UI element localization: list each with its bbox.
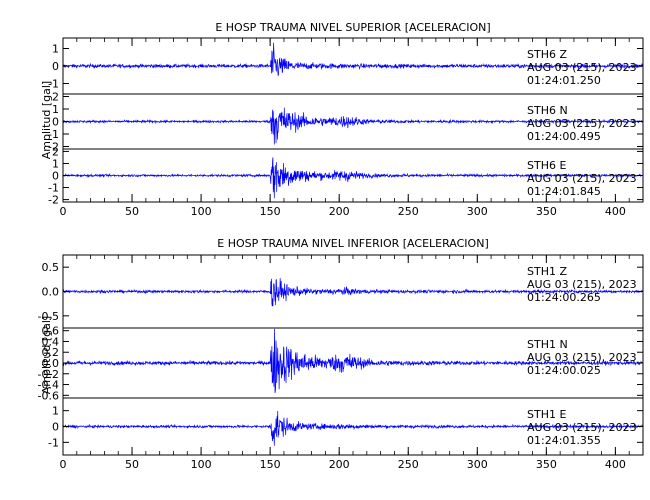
- y-tick-label: -1: [48, 128, 59, 141]
- x-tick-label: 0: [60, 458, 67, 471]
- station-label: STH6 E: [527, 159, 566, 172]
- station-label: STH1 E: [527, 408, 566, 421]
- y-tick-label: 0.5: [42, 261, 60, 274]
- x-tick-label: 0: [60, 205, 67, 218]
- y-tick-label: 0.4: [42, 335, 60, 348]
- y-tick-label: 0.6: [42, 325, 60, 338]
- station-label: STH1 N: [527, 338, 568, 351]
- y-tick-label: 1: [52, 157, 59, 170]
- x-tick-label: 200: [329, 458, 350, 471]
- y-tick-label: 0.0: [42, 286, 60, 299]
- x-tick-label: 350: [536, 205, 557, 218]
- x-tick-label: 350: [536, 458, 557, 471]
- x-tick-label: 100: [191, 458, 212, 471]
- y-axis-label: Amplitud [gal]: [40, 316, 53, 394]
- x-tick-label: 400: [605, 458, 626, 471]
- x-tick-label: 300: [467, 458, 488, 471]
- x-tick-label: 50: [125, 205, 139, 218]
- y-tick-label: -1: [48, 78, 59, 91]
- x-tick-label: 100: [191, 205, 212, 218]
- y-tick-label: 0: [52, 170, 59, 183]
- chart-title: E HOSP TRAUMA NIVEL INFERIOR [ACELERACIO…: [217, 237, 488, 250]
- y-tick-label: -0.4: [38, 379, 59, 392]
- chart-title: E HOSP TRAUMA NIVEL SUPERIOR [ACELERACIO…: [215, 21, 490, 34]
- y-tick-label: -0.5: [38, 310, 59, 323]
- trace-sth1-e: [62, 411, 644, 446]
- y-tick-label: -1: [48, 436, 59, 449]
- y-tick-label: 0: [52, 60, 59, 73]
- time-label: 01:24:00.495: [527, 130, 601, 143]
- y-tick-label: -2: [48, 141, 59, 154]
- trace-sth1-z: [62, 278, 644, 307]
- trace-sth6-e: [62, 157, 644, 199]
- x-tick-label: 300: [467, 205, 488, 218]
- y-tick-label: 0.0: [42, 357, 60, 370]
- y-tick-label: -2: [48, 194, 59, 207]
- y-tick-label: -0.6: [38, 389, 59, 402]
- y-tick-label: 2: [52, 91, 59, 104]
- date-label: AUG 03 (215), 2023: [527, 61, 637, 74]
- y-tick-label: 0.2: [42, 346, 60, 359]
- date-label: AUG 03 (215), 2023: [527, 117, 637, 130]
- time-label: 01:24:00.265: [527, 291, 601, 304]
- chart-group-2: E HOSP TRAUMA NIVEL INFERIOR [ACELERACIO…: [38, 237, 644, 471]
- y-tick-label: 1: [52, 405, 59, 418]
- time-label: 01:24:01.355: [527, 434, 601, 447]
- x-tick-label: 250: [398, 205, 419, 218]
- y-tick-label: -0.2: [38, 368, 59, 381]
- date-label: AUG 03 (215), 2023: [527, 351, 637, 364]
- date-label: AUG 03 (215), 2023: [527, 278, 637, 291]
- y-axis-label: Amplitud [gal]: [40, 81, 53, 159]
- trace-sth6-z: [62, 42, 644, 76]
- x-tick-label: 200: [329, 205, 350, 218]
- time-label: 01:24:01.250: [527, 74, 601, 87]
- y-tick-label: 1: [52, 43, 59, 56]
- trace-sth6-n: [62, 107, 644, 145]
- time-label: 01:24:00.025: [527, 364, 601, 377]
- x-tick-label: 250: [398, 458, 419, 471]
- y-tick-label: -1: [48, 182, 59, 195]
- x-tick-label: 150: [260, 458, 281, 471]
- y-tick-label: 2: [52, 145, 59, 158]
- trace-sth1-n: [62, 328, 644, 394]
- x-tick-label: 50: [125, 458, 139, 471]
- x-tick-label: 150: [260, 205, 281, 218]
- station-label: STH6 N: [527, 104, 568, 117]
- chart-group-1: E HOSP TRAUMA NIVEL SUPERIOR [ACELERACIO…: [40, 21, 644, 218]
- time-label: 01:24:01.845: [527, 185, 601, 198]
- date-label: AUG 03 (215), 2023: [527, 421, 637, 434]
- y-tick-label: 0: [52, 116, 59, 129]
- station-label: STH1 Z: [527, 265, 567, 278]
- y-tick-label: 0: [52, 421, 59, 434]
- station-label: STH6 Z: [527, 48, 567, 61]
- date-label: AUG 03 (215), 2023: [527, 172, 637, 185]
- y-tick-label: 1: [52, 103, 59, 116]
- x-tick-label: 400: [605, 205, 626, 218]
